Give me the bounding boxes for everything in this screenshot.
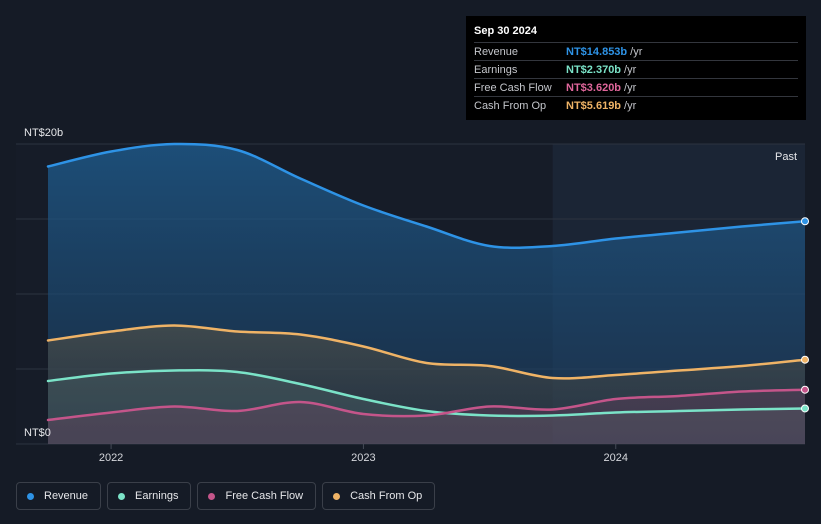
endpoint-revenue: [801, 217, 809, 226]
endpoint-earnings: [801, 404, 809, 413]
endpoint-cash-from-op: [801, 355, 809, 364]
legend-item-free-cash-flow[interactable]: Free Cash Flow: [197, 482, 317, 510]
legend-label: Revenue: [44, 490, 89, 502]
tooltip-unit: /yr: [624, 99, 637, 112]
line-cash-from-op: [46, 324, 807, 380]
tooltip-row-earnings: Earnings NT$2.370b /yr: [474, 60, 798, 78]
x-tick-label: 2023: [351, 452, 375, 464]
tooltip-label: Free Cash Flow: [474, 81, 552, 94]
line-revenue: [46, 142, 807, 250]
endpoint-free-cash-flow: [801, 385, 809, 394]
legend-dot-icon: [118, 492, 126, 500]
tooltip-panel: Sep 30 2024 Revenue NT$14.853b /yr Earni…: [466, 16, 806, 120]
legend-dot-icon: [333, 492, 341, 500]
tooltip-row-free-cash-flow: Free Cash Flow NT$3.620b /yr: [474, 78, 798, 96]
area-cash-from-op: [48, 325, 805, 444]
tooltip-unit: /yr: [624, 81, 637, 94]
legend-item-revenue[interactable]: Revenue: [16, 482, 102, 510]
tooltip-label: Earnings: [474, 63, 518, 76]
legend-label: Free Cash Flow: [225, 490, 304, 502]
x-tick-label: 2022: [99, 452, 123, 464]
legend-item-cash-from-op[interactable]: Cash From Op: [322, 482, 436, 510]
area-free-cash-flow: [48, 389, 805, 444]
legend: Revenue Earnings Free Cash Flow Cash Fro…: [16, 482, 436, 510]
tooltip-value: NT$2.370b: [566, 63, 622, 76]
tooltip-unit: /yr: [630, 45, 643, 58]
legend-dot-icon: [208, 492, 216, 500]
x-tick-label: 2024: [604, 452, 628, 464]
past-label: Past: [775, 151, 797, 163]
legend-dot-icon: [27, 492, 34, 500]
legend-item-earnings[interactable]: Earnings: [107, 482, 192, 510]
y-axis-label-min: NT$0: [24, 427, 51, 439]
tooltip-value: NT$5.619b: [566, 99, 622, 112]
tooltip-value: NT$14.853b: [566, 45, 628, 58]
tooltip-label: Cash From Op: [474, 99, 547, 112]
tooltip-row-revenue: Revenue NT$14.853b /yr: [474, 42, 798, 60]
tooltip-unit: /yr: [624, 63, 637, 76]
tooltip-label: Revenue: [474, 45, 519, 58]
tooltip-date: Sep 30 2024: [474, 25, 537, 37]
legend-label: Cash From Op: [350, 490, 423, 502]
tooltip-value: NT$3.620b: [566, 81, 622, 94]
y-axis-label-max: NT$20b: [24, 127, 63, 139]
line-earnings: [46, 369, 807, 418]
area-earnings: [48, 370, 805, 444]
tooltip-row-cash-from-op: Cash From Op NT$5.619b /yr: [474, 96, 798, 114]
line-free-cash-flow: [46, 388, 807, 422]
legend-label: Earnings: [135, 490, 179, 502]
